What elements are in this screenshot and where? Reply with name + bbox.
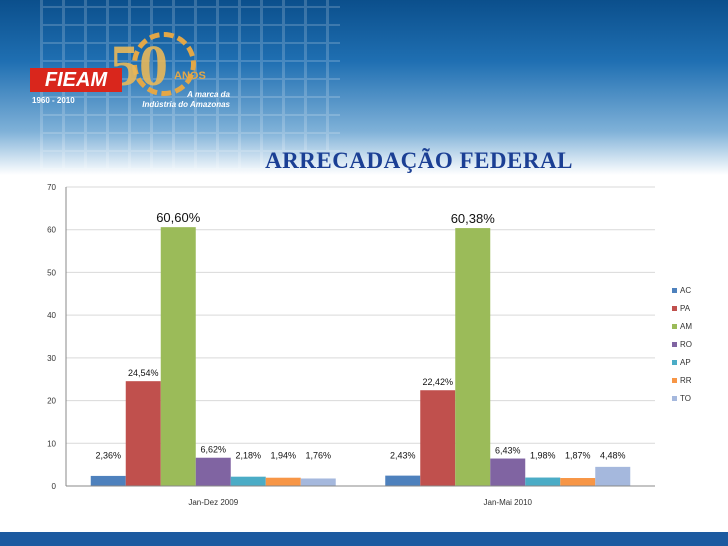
bars bbox=[90, 227, 631, 487]
bar-am-1 bbox=[160, 227, 196, 486]
legend-swatch-ro bbox=[672, 342, 677, 347]
logo-tagline-line2: Indústria do Amazonas bbox=[142, 100, 230, 109]
legend-label-ro: RO bbox=[680, 340, 692, 349]
bar-ro-2 bbox=[490, 458, 526, 486]
bar-to-1 bbox=[300, 478, 336, 486]
bar-ap-2 bbox=[525, 477, 561, 486]
legend-label-am: AM bbox=[680, 322, 692, 331]
y-tick-label: 0 bbox=[52, 482, 57, 491]
data-label-ac-2: 2,43% bbox=[390, 450, 416, 460]
legend-label-ap: AP bbox=[680, 358, 691, 367]
legend-label-pa: PA bbox=[680, 304, 691, 313]
legend-swatch-rr bbox=[672, 378, 677, 383]
data-label-to-2: 4,48% bbox=[600, 450, 626, 460]
data-label-ac-1: 2,36% bbox=[95, 450, 121, 460]
logo-anos: ANOS bbox=[174, 70, 206, 82]
legend-swatch-ac bbox=[672, 288, 677, 293]
bar-to-2 bbox=[595, 466, 631, 486]
logo-brand: FIEAM bbox=[30, 68, 122, 92]
data-label-pa-2: 22,42% bbox=[422, 377, 453, 387]
data-label-ap-1: 2,18% bbox=[235, 450, 261, 460]
y-tick-label: 60 bbox=[47, 226, 56, 235]
legend-label-ac: AC bbox=[680, 286, 691, 295]
y-tick-label: 30 bbox=[47, 354, 56, 363]
bar-rr-2 bbox=[560, 478, 596, 486]
legend-swatch-to bbox=[672, 396, 677, 401]
logo-tagline: A marca da Indústria do Amazonas bbox=[120, 90, 230, 110]
bar-chart: 2,36% 24,54% 60,60% 6,62% 2,18% 1,94% 1,76% 2,4… bbox=[47, 183, 692, 507]
data-labels: 2,36% 24,54% 60,60% 6,62% 2,18% 1,94% 1,76% 2,4… bbox=[95, 210, 625, 460]
legend-swatch-pa bbox=[672, 306, 677, 311]
gear-icon bbox=[132, 32, 196, 96]
y-tick-label: 70 bbox=[47, 183, 56, 192]
bar-pa-1 bbox=[125, 381, 161, 486]
bar-am-2 bbox=[455, 228, 491, 487]
bar-ap-1 bbox=[230, 476, 266, 486]
logo-tagline-line1: A marca da bbox=[187, 90, 230, 99]
bar-pa-2 bbox=[420, 390, 456, 486]
x-tick-label: Jan-Mai 2010 bbox=[484, 498, 533, 507]
data-label-to-1: 1,76% bbox=[305, 450, 331, 460]
legend: AC PA AM RO AP RR TO bbox=[672, 286, 692, 403]
data-label-rr-2: 1,87% bbox=[565, 450, 591, 460]
legend-label-to: TO bbox=[680, 394, 691, 403]
y-tick-label: 50 bbox=[47, 268, 56, 277]
legend-swatch-ap bbox=[672, 360, 677, 365]
legend-swatch-am bbox=[672, 324, 677, 329]
y-tick-label: 10 bbox=[47, 439, 56, 448]
data-label-pa-1: 24,54% bbox=[128, 368, 159, 378]
slide-title: ARRECADAÇÃO FEDERAL bbox=[265, 148, 573, 173]
fieam-logo: 50 FIEAM 1960 - 2010 ANOS A marca da Ind… bbox=[22, 20, 230, 120]
y-tick-label: 40 bbox=[47, 311, 56, 320]
bar-rr-1 bbox=[265, 477, 301, 486]
bar-ac-2 bbox=[385, 475, 421, 486]
legend-label-rr: RR bbox=[680, 376, 692, 385]
axes: 0 10 20 30 40 50 60 70 Jan-Dez 2009 Jan-Mai 2010 bbox=[47, 183, 655, 507]
bar-ro-1 bbox=[195, 457, 231, 486]
footer-bar bbox=[0, 532, 728, 546]
x-tick-label: Jan-Dez 2009 bbox=[188, 498, 238, 507]
data-label-ap-2: 1,98% bbox=[530, 450, 556, 460]
y-tick-label: 20 bbox=[47, 397, 56, 406]
data-label-rr-1: 1,94% bbox=[270, 450, 296, 460]
data-label-ro-2: 6,43% bbox=[495, 446, 521, 456]
data-label-am-1: 60,60% bbox=[156, 210, 201, 225]
data-label-am-2: 60,38% bbox=[451, 211, 496, 226]
data-label-ro-1: 6,62% bbox=[200, 445, 226, 455]
logo-years: 1960 - 2010 bbox=[32, 96, 75, 105]
bar-ac-1 bbox=[90, 475, 126, 486]
